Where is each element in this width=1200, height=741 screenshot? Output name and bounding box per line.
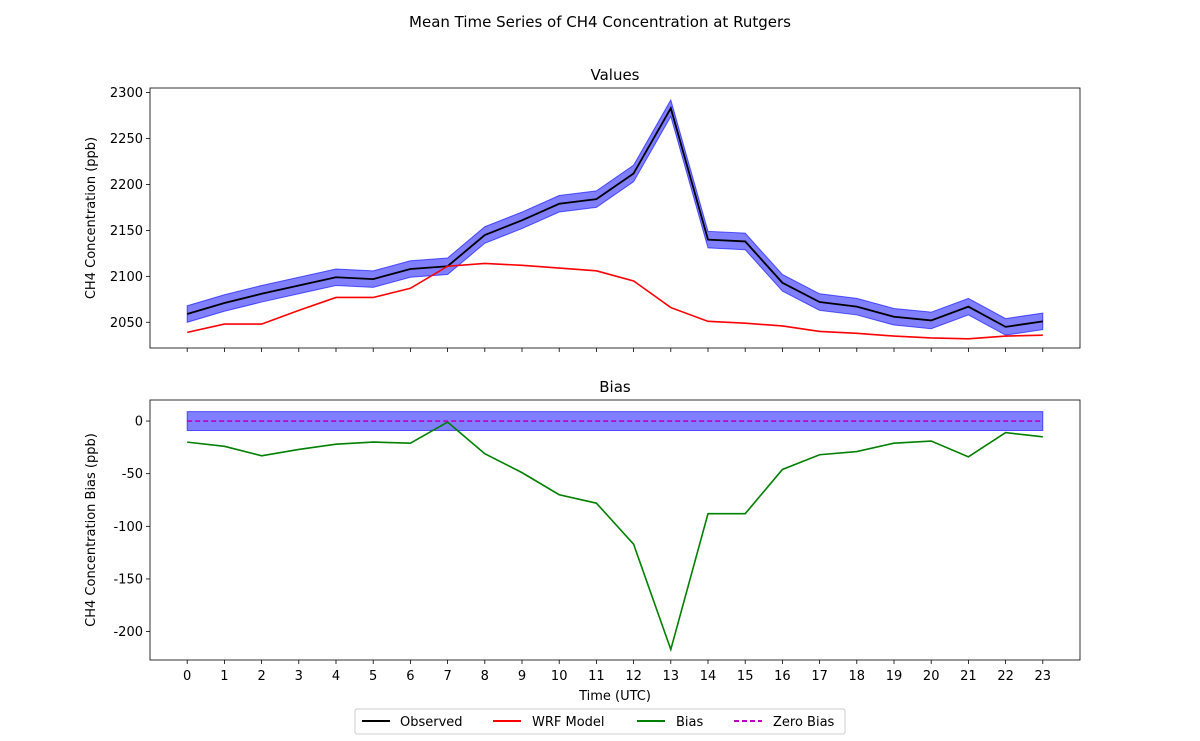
bias-xtick-label: 23 (1035, 669, 1052, 684)
bias-xtick-label: 16 (774, 669, 791, 684)
bias-xtick-label: 2 (257, 669, 265, 684)
bias-xtick-label: 18 (849, 669, 866, 684)
values-ytick-label: 2200 (110, 178, 143, 193)
bias-xtick-label: 14 (700, 669, 717, 684)
legend-label-observed: Observed (400, 715, 463, 730)
bias-xtick-label: 9 (518, 669, 526, 684)
values-ytick-label: 2250 (110, 132, 143, 147)
values-series-observed-line (186, 105, 1043, 328)
bias-ytick-label: -200 (113, 625, 143, 640)
bias-xtick-label: 11 (588, 669, 605, 684)
bias-xtick-label: 13 (663, 669, 680, 684)
bias-xtick-label: 21 (960, 669, 977, 684)
figure-suptitle: Mean Time Series of CH4 Concentration at… (409, 13, 791, 31)
bias-xtick-label: 20 (923, 669, 940, 684)
bias-xtick-label: 8 (481, 669, 489, 684)
bias-xtick-label: 19 (886, 669, 903, 684)
values-axes-frame (149, 87, 1081, 349)
values-ytick-label: 2100 (110, 270, 143, 285)
bias-xtick-label: 12 (625, 669, 642, 684)
legend-entry-observed: Observed (362, 715, 463, 730)
bias-xtick-label: 15 (737, 669, 754, 684)
legend-entry-bias: Bias (637, 715, 703, 730)
bias-xtick-label: 7 (443, 669, 451, 684)
bias-xtick-label: 0 (183, 669, 191, 684)
values-ytick-label: 2150 (110, 224, 143, 239)
bias-xtick-label: 4 (332, 669, 340, 684)
legend-entry-wrf-model: WRF Model (493, 715, 605, 730)
bias-xtick-label: 17 (811, 669, 828, 684)
bias-ytick-label: -50 (122, 467, 143, 482)
values-title: Values (590, 66, 639, 84)
bias-ytick-label: -150 (113, 572, 143, 587)
values-series-wrf-model-line (187, 262, 1043, 340)
legend-frame (354, 708, 846, 735)
values-panel: Values 2050 2100 2150 2200 2250 2300 CH4 Concen… (84, 66, 1081, 352)
values-ytick-label: 2050 (110, 316, 143, 331)
bias-xtick-label: 10 (551, 669, 568, 684)
legend: Observed WRF Model Bias Zero Bias (354, 708, 846, 735)
bias-xtick-label: 5 (369, 669, 377, 684)
legend-label-bias: Bias (676, 715, 703, 730)
values-ytick-label: 2300 (110, 86, 143, 101)
bias-xtick-label: 22 (997, 669, 1014, 684)
bias-series-bias-line (187, 421, 1043, 653)
bias-ylabel: CH4 Concentration Bias (ppb) (84, 433, 99, 627)
bias-title: Bias (599, 378, 631, 396)
legend-label-zero-bias: Zero Bias (773, 715, 835, 730)
legend-label-wrf-model: WRF Model (532, 715, 605, 730)
bias-axes-frame (149, 399, 1081, 661)
bias-ytick-label: 0 (135, 415, 143, 430)
bias-xtick-label: 6 (406, 669, 414, 684)
bias-xtick-label: 1 (220, 669, 228, 684)
legend-entry-zero-bias: Zero Bias (734, 715, 835, 730)
bias-xlabel: Time (UTC) (578, 689, 651, 704)
values-ylabel: CH4 Concentration (ppb) (84, 137, 99, 299)
values-band-observed (186, 98, 1044, 336)
bias-ytick-label: -100 (113, 520, 143, 535)
bias-xtick-label: 3 (295, 669, 303, 684)
